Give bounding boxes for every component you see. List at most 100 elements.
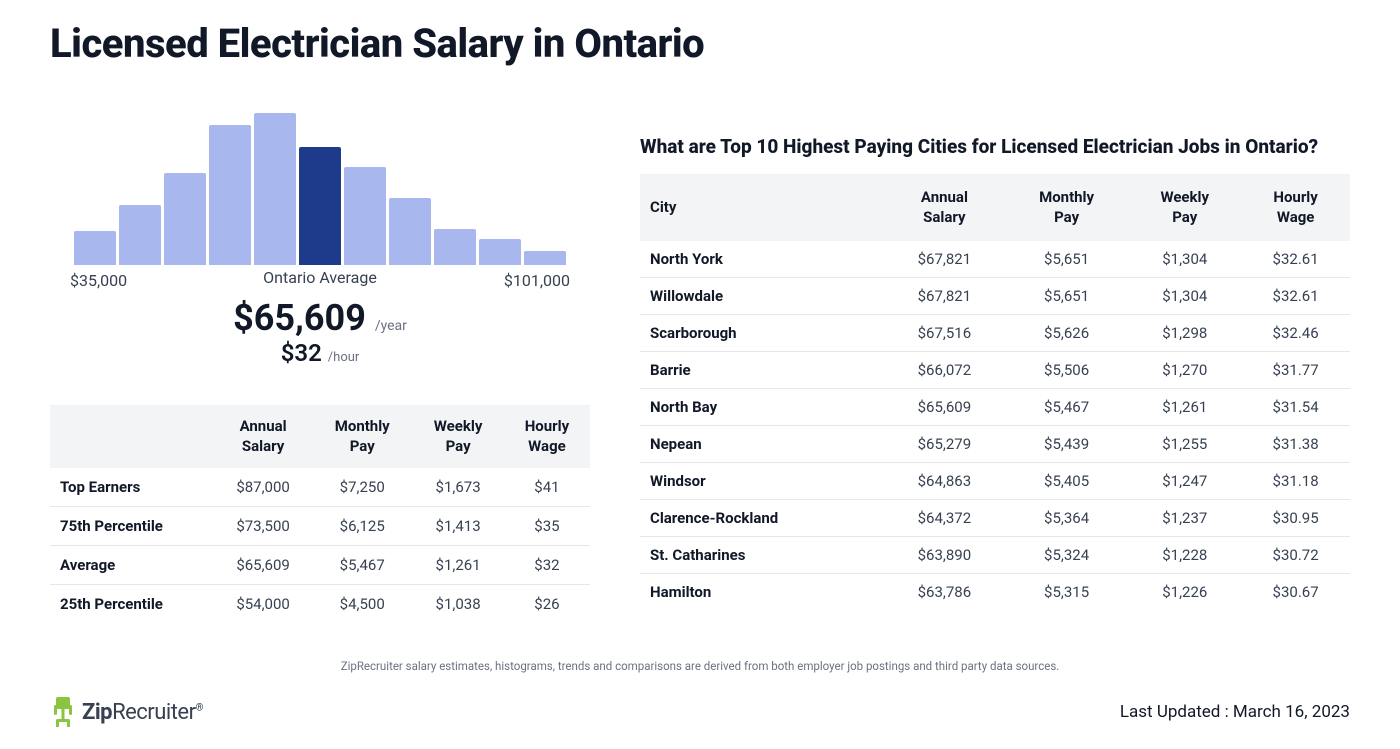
page-title: Licensed Electrician Salary in Ontario bbox=[50, 20, 1350, 67]
table-cell: St. Catharines bbox=[640, 537, 884, 574]
table-header: WeeklyPay bbox=[1128, 174, 1241, 241]
table-cell: $67,821 bbox=[884, 241, 1005, 278]
table-cell: $32.46 bbox=[1241, 315, 1350, 352]
table-cell: $5,506 bbox=[1005, 352, 1128, 389]
table-cell: $1,226 bbox=[1128, 574, 1241, 611]
table-cell: $7,250 bbox=[312, 468, 412, 507]
table-cell: $26 bbox=[504, 585, 590, 624]
cities-heading: What are Top 10 Highest Paying Cities fo… bbox=[640, 135, 1350, 158]
table-cell: $32.61 bbox=[1241, 278, 1350, 315]
histogram-bar bbox=[74, 231, 116, 265]
table-cell: $65,609 bbox=[214, 546, 312, 585]
hourly-wage-value: $32 /hour bbox=[50, 339, 590, 367]
table-cell: $73,500 bbox=[214, 507, 312, 546]
table-cell: $63,786 bbox=[884, 574, 1005, 611]
table-cell: $5,467 bbox=[312, 546, 412, 585]
chair-icon bbox=[50, 695, 76, 729]
table-row: North Bay$65,609$5,467$1,261$31.54 bbox=[640, 389, 1350, 426]
table-cell: Barrie bbox=[640, 352, 884, 389]
table-cell: $5,626 bbox=[1005, 315, 1128, 352]
table-row: Willowdale$67,821$5,651$1,304$32.61 bbox=[640, 278, 1350, 315]
table-cell: $6,125 bbox=[312, 507, 412, 546]
histogram-bar bbox=[164, 173, 206, 265]
table-row: North York$67,821$5,651$1,304$32.61 bbox=[640, 241, 1350, 278]
table-cell: North York bbox=[640, 241, 884, 278]
table-cell: $64,372 bbox=[884, 500, 1005, 537]
percentile-table: AnnualSalaryMonthlyPayWeeklyPayHourlyWag… bbox=[50, 405, 590, 623]
table-cell: $30.67 bbox=[1241, 574, 1350, 611]
table-cell: $1,261 bbox=[412, 546, 504, 585]
table-cell: Nepean bbox=[640, 426, 884, 463]
table-cell: Scarborough bbox=[640, 315, 884, 352]
table-cell: $1,304 bbox=[1128, 278, 1241, 315]
table-cell: $35 bbox=[504, 507, 590, 546]
table-cell: $1,255 bbox=[1128, 426, 1241, 463]
table-cell: $1,298 bbox=[1128, 315, 1241, 352]
table-cell: Clarence-Rockland bbox=[640, 500, 884, 537]
table-cell: 75th Percentile bbox=[50, 507, 214, 546]
table-header: City bbox=[640, 174, 884, 241]
table-row: Scarborough$67,516$5,626$1,298$32.46 bbox=[640, 315, 1350, 352]
table-cell: $63,890 bbox=[884, 537, 1005, 574]
table-cell: $5,651 bbox=[1005, 241, 1128, 278]
table-cell: $1,237 bbox=[1128, 500, 1241, 537]
table-cell: Average bbox=[50, 546, 214, 585]
table-header bbox=[50, 405, 214, 468]
table-cell: $31.38 bbox=[1241, 426, 1350, 463]
table-cell: $67,516 bbox=[884, 315, 1005, 352]
histogram-bar bbox=[254, 113, 296, 265]
table-row: Nepean$65,279$5,439$1,255$31.38 bbox=[640, 426, 1350, 463]
table-cell: $1,038 bbox=[412, 585, 504, 624]
table-cell: $30.72 bbox=[1241, 537, 1350, 574]
table-cell: Hamilton bbox=[640, 574, 884, 611]
table-cell: $1,261 bbox=[1128, 389, 1241, 426]
table-cell: Windsor bbox=[640, 463, 884, 500]
table-cell: $1,673 bbox=[412, 468, 504, 507]
table-cell: $31.18 bbox=[1241, 463, 1350, 500]
table-header: HourlyWage bbox=[504, 405, 590, 468]
table-cell: North Bay bbox=[640, 389, 884, 426]
salary-histogram bbox=[50, 95, 590, 265]
table-cell: $5,467 bbox=[1005, 389, 1128, 426]
histogram-max-label: $101,000 bbox=[504, 271, 570, 290]
histogram-bar bbox=[434, 229, 476, 265]
table-header: AnnualSalary bbox=[884, 174, 1005, 241]
brand-logo: ZipRecruiter® bbox=[50, 695, 203, 729]
table-cell: $66,072 bbox=[884, 352, 1005, 389]
histogram-bar bbox=[119, 205, 161, 265]
cities-table: CityAnnualSalaryMonthlyPayWeeklyPayHourl… bbox=[640, 174, 1350, 610]
table-cell: $31.77 bbox=[1241, 352, 1350, 389]
table-cell: $32.61 bbox=[1241, 241, 1350, 278]
histogram-bar bbox=[299, 147, 341, 265]
table-row: St. Catharines$63,890$5,324$1,228$30.72 bbox=[640, 537, 1350, 574]
table-cell: $1,304 bbox=[1128, 241, 1241, 278]
footnote: ZipRecruiter salary estimates, histogram… bbox=[50, 659, 1350, 673]
table-cell: $1,270 bbox=[1128, 352, 1241, 389]
table-row: 75th Percentile$73,500$6,125$1,413$35 bbox=[50, 507, 590, 546]
table-cell: $5,405 bbox=[1005, 463, 1128, 500]
histogram-bar bbox=[479, 239, 521, 265]
histogram-bar bbox=[389, 198, 431, 265]
table-cell: $30.95 bbox=[1241, 500, 1350, 537]
table-cell: $67,821 bbox=[884, 278, 1005, 315]
histogram-bar bbox=[209, 125, 251, 265]
table-cell: Top Earners bbox=[50, 468, 214, 507]
table-cell: $1,413 bbox=[412, 507, 504, 546]
table-row: Average$65,609$5,467$1,261$32 bbox=[50, 546, 590, 585]
table-cell: $54,000 bbox=[214, 585, 312, 624]
table-cell: $5,651 bbox=[1005, 278, 1128, 315]
table-header: MonthlyPay bbox=[312, 405, 412, 468]
table-cell: $5,364 bbox=[1005, 500, 1128, 537]
annual-salary-value: $65,609 /year bbox=[50, 297, 590, 339]
table-cell: $1,228 bbox=[1128, 537, 1241, 574]
table-cell: $87,000 bbox=[214, 468, 312, 507]
table-cell: 25th Percentile bbox=[50, 585, 214, 624]
table-cell: $64,863 bbox=[884, 463, 1005, 500]
table-row: Windsor$64,863$5,405$1,247$31.18 bbox=[640, 463, 1350, 500]
table-cell: $4,500 bbox=[312, 585, 412, 624]
table-cell: $65,279 bbox=[884, 426, 1005, 463]
table-cell: $32 bbox=[504, 546, 590, 585]
table-row: 25th Percentile$54,000$4,500$1,038$26 bbox=[50, 585, 590, 624]
table-cell: $5,439 bbox=[1005, 426, 1128, 463]
table-cell: Willowdale bbox=[640, 278, 884, 315]
